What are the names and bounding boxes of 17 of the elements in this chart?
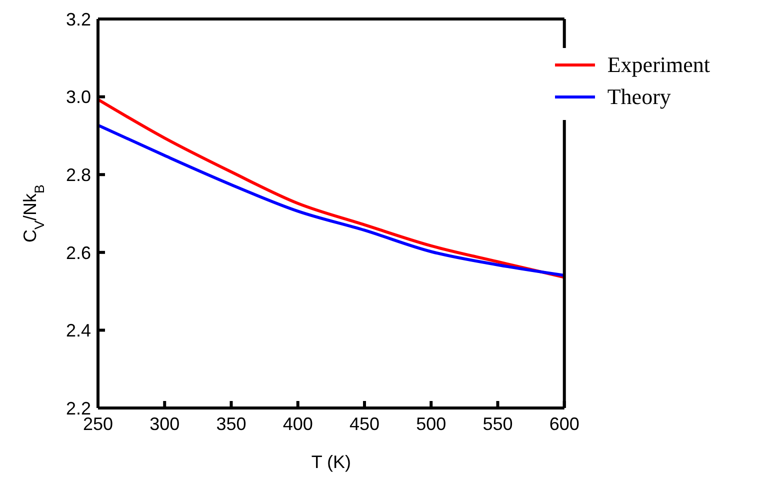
line-series xyxy=(98,124,564,277)
y-tick-label: 2.8 xyxy=(66,164,91,185)
x-tick-label: 450 xyxy=(349,414,380,434)
line-series xyxy=(98,98,564,279)
y-tick-label: 2.6 xyxy=(66,242,91,263)
legend-label: Experiment xyxy=(607,52,710,78)
legend-label: Theory xyxy=(607,84,671,110)
x-tick-label: 350 xyxy=(216,414,246,434)
y-tick-label: 3.2 xyxy=(66,9,91,30)
x-tick-label: 300 xyxy=(150,414,180,434)
x-axis-title: T (K) xyxy=(311,452,352,472)
x-tick-label: 600 xyxy=(549,414,580,434)
y-tick-label: 3.0 xyxy=(66,87,91,108)
x-tick-label: 550 xyxy=(482,414,513,434)
x-tick-label: 500 xyxy=(416,414,446,434)
x-tick-label: 400 xyxy=(282,414,313,434)
y-tick-label: 2.4 xyxy=(66,320,91,341)
